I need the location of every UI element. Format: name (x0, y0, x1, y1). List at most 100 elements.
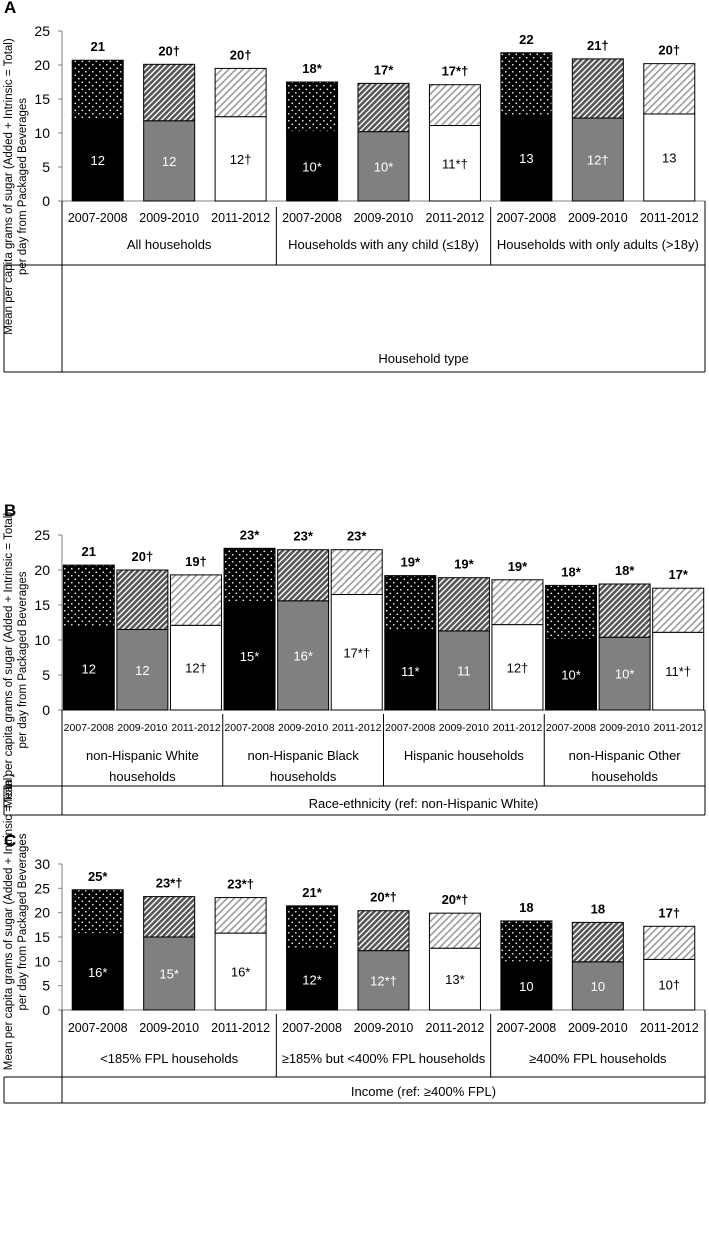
total-data-label: 20† (132, 549, 154, 564)
x-category-label: 2009-2010 (354, 211, 414, 225)
bar-added-segment (62, 564, 115, 628)
total-data-label: 19* (454, 557, 474, 572)
group-label: ≥400% FPL households (529, 1051, 667, 1066)
y-axis-label-line1: Mean per capita grams of sugar (Added + … (3, 38, 15, 335)
total-data-label: 19* (508, 559, 528, 574)
total-data-label: 21† (587, 38, 609, 53)
bar-intrinsic-segment (571, 961, 624, 1011)
total-data-label: 21* (302, 885, 322, 900)
group-label: Households with any child (≤18y) (288, 237, 479, 252)
intrinsic-data-label: 11*† (665, 664, 691, 679)
bar-intrinsic-segment (598, 636, 651, 711)
bar-added-segment (71, 889, 124, 935)
intrinsic-data-label: 10 (519, 979, 533, 994)
total-data-label: 20† (158, 43, 180, 58)
x-category-label: 2007-2008 (282, 1021, 342, 1035)
intrinsic-data-label: 12† (230, 152, 252, 167)
intrinsic-data-label: 16* (293, 648, 313, 663)
total-data-label: 17*† (442, 64, 469, 79)
group-label: Hispanic households (404, 748, 524, 763)
bar-intrinsic-segment (169, 624, 222, 711)
intrinsic-data-label: 12* (302, 973, 322, 988)
bar-added-segment (214, 67, 267, 118)
total-data-label: 18 (591, 901, 605, 916)
total-data-label: 20† (658, 43, 680, 58)
intrinsic-data-label: 12† (185, 661, 207, 676)
y-tick-label: 5 (42, 978, 50, 994)
x-category-label: 2009-2010 (600, 722, 650, 734)
bar-intrinsic-segment (384, 631, 437, 711)
intrinsic-data-label: 11*† (442, 156, 468, 171)
intrinsic-data-label: 10* (561, 668, 581, 683)
x-category-label: 2011-2012 (426, 1021, 485, 1035)
x-category-label: 2011-2012 (211, 1021, 270, 1035)
y-tick-label: 5 (42, 159, 50, 175)
y-axis-label-line2: per day from Packaged Beverages (17, 833, 29, 1010)
x-category-label: 2007-2008 (282, 211, 342, 225)
bar-added-segment (500, 52, 553, 116)
y-tick-label: 0 (42, 193, 50, 209)
x-category-label: 2009-2010 (354, 1021, 414, 1035)
intrinsic-data-label: 12*† (370, 973, 397, 988)
x-category-label: 2011-2012 (653, 722, 703, 734)
bar-intrinsic-segment (286, 948, 339, 1011)
total-data-label: 18 (519, 900, 533, 915)
x-category-label: 2007-2008 (496, 211, 556, 225)
bar-intrinsic-segment (62, 626, 115, 711)
intrinsic-data-label: 12† (587, 153, 609, 168)
intrinsic-data-label: 17*† (343, 645, 370, 660)
bar-intrinsic-segment (214, 116, 267, 202)
x-category-label: 2007-2008 (496, 1021, 556, 1035)
bar-added-segment (277, 549, 330, 602)
x-category-label: 2009-2010 (117, 722, 167, 734)
intrinsic-data-label: 16* (231, 965, 251, 980)
intrinsic-data-label: 12 (162, 154, 176, 169)
total-data-label: 23* (240, 527, 260, 542)
intrinsic-data-label: 10* (302, 159, 322, 174)
total-data-label: 17† (658, 905, 680, 920)
y-tick-label: 20 (34, 57, 50, 73)
bar-intrinsic-segment (330, 594, 383, 711)
bar-intrinsic-segment (652, 631, 705, 711)
y-tick-label: 10 (34, 953, 50, 969)
y-axis-label-line2: per day from Packaged Beverages (17, 98, 29, 275)
y-axis-label-line1: Mean per capita grams of sugar (Added + … (3, 512, 15, 809)
y-tick-label: 0 (42, 702, 50, 718)
bar-intrinsic-segment (428, 947, 481, 1011)
bar-intrinsic-segment (223, 601, 276, 711)
x-axis-title: Income (ref: ≥400% FPL) (351, 1084, 496, 1099)
bar-added-segment (500, 920, 553, 963)
y-tick-label: 10 (34, 632, 50, 648)
bar-added-segment (598, 583, 651, 638)
group-label: Households with only adults (>18y) (497, 237, 699, 252)
bar-intrinsic-segment (214, 932, 267, 1011)
bar-added-segment (428, 84, 481, 127)
total-data-label: 21 (90, 39, 104, 54)
intrinsic-data-label: 10* (374, 159, 394, 174)
bar-added-segment (223, 547, 276, 602)
bar-added-segment (571, 58, 624, 119)
bar-intrinsic-segment (500, 961, 553, 1011)
total-data-label: 20*† (370, 890, 397, 905)
x-category-label: 2009-2010 (568, 1021, 628, 1035)
intrinsic-data-label: 12 (90, 153, 104, 168)
y-axis-label: Mean per capita grams of sugar (Added + … (3, 38, 29, 335)
x-category-label: 2009-2010 (139, 211, 199, 225)
x-category-label: 2011-2012 (426, 211, 485, 225)
group-label: All households (127, 237, 212, 252)
bar-intrinsic-segment (286, 131, 339, 202)
x-category-label: 2007-2008 (68, 1021, 128, 1035)
intrinsic-data-label: 15* (159, 967, 179, 982)
y-axis-label-line1: Mean per capita grams of sugar (Added + … (3, 774, 15, 1071)
x-category-label: 2007-2008 (224, 722, 274, 734)
bar-intrinsic-segment (357, 131, 410, 202)
y-tick-label: 20 (34, 562, 50, 578)
intrinsic-data-label: 12 (82, 662, 96, 677)
bar-intrinsic-segment (71, 118, 124, 202)
total-data-label: 23* (293, 529, 313, 544)
intrinsic-data-label: 13 (519, 151, 533, 166)
y-tick-label: 15 (34, 597, 50, 613)
y-tick-label: 30 (34, 856, 50, 872)
x-category-label: 2009-2010 (278, 722, 328, 734)
